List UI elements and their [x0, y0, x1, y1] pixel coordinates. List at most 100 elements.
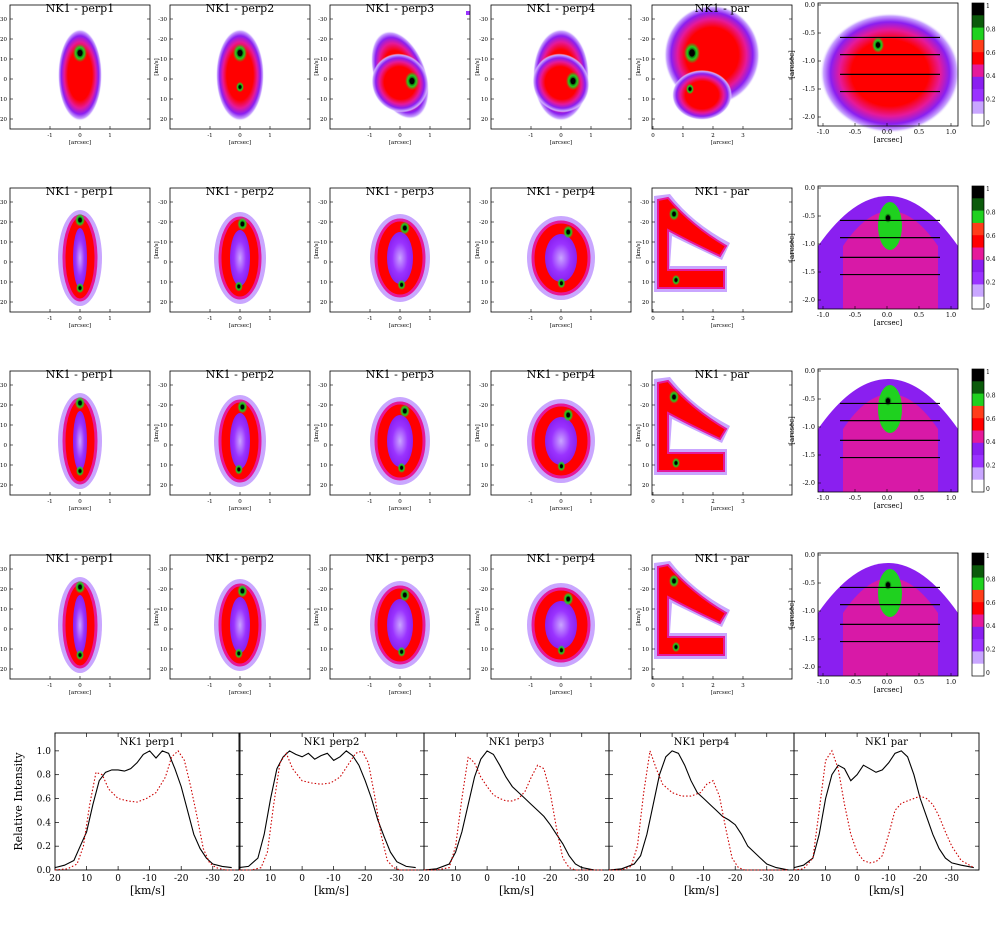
emission-peak-center: [672, 394, 676, 400]
colorbar-step: [972, 467, 984, 481]
x-axis-label: [arcsec]: [229, 506, 251, 512]
y-tick-label: 20: [481, 117, 488, 123]
colorbar-step: [972, 52, 984, 65]
x-tick-label: 0: [238, 133, 242, 139]
y-tick-label: 20: [320, 667, 327, 673]
y-tick-label: -20: [158, 37, 167, 43]
intensity-map: -1.0 -0.5 0.0 0.5 1.0 0.0 -0.5 -1.0 -1.5 -2.0 [arc…: [788, 1, 996, 144]
profile-y-axis-label: Relative Intensity: [12, 752, 25, 851]
colorbar-step: [972, 577, 984, 591]
colorbar-step: [972, 101, 984, 115]
emission-peak-center: [238, 85, 242, 89]
x-tick-label: 20: [418, 874, 430, 884]
colorbar-tick-label: 0: [986, 120, 990, 127]
x-tick-label: -1.0: [817, 678, 830, 686]
y-tick-label: -20: [318, 37, 327, 43]
x-tick-label: 1: [681, 316, 685, 322]
colorbar-tick-label: 0.2: [986, 97, 996, 104]
y-tick-label: -30: [318, 17, 327, 23]
colorbar-step: [972, 553, 984, 566]
colorbar-step: [972, 259, 984, 273]
y-tick-label: -10: [0, 607, 7, 613]
y-tick-label: -0.5: [802, 579, 815, 587]
colorbar-tick-label: 1: [986, 3, 990, 10]
colorbar-step: [972, 455, 984, 468]
colorbar-step: [972, 284, 984, 298]
emission-peak-center: [237, 49, 243, 57]
x-tick-label: 0.5: [914, 128, 924, 136]
x-tick-label: 0.0: [882, 678, 892, 686]
y-tick-label: -30: [318, 567, 327, 573]
emission-peak-center: [240, 588, 245, 594]
profile-title: NK1 perp2: [304, 737, 360, 748]
emission-peak-center: [400, 283, 403, 287]
profile-frame: [54, 732, 241, 871]
x-tick-label: 0: [651, 316, 655, 322]
y-tick-label: 0: [164, 77, 168, 83]
y-tick-label: -20: [640, 220, 649, 226]
y-tick-label: -20: [640, 587, 649, 593]
y-tick-label: -30: [0, 383, 7, 389]
emission-peak-center: [403, 408, 407, 414]
colorbar-step: [972, 3, 984, 16]
y-tick-label: 20: [160, 483, 167, 489]
y-tick-label: 10: [160, 280, 167, 286]
y-tick-label: 20: [481, 300, 488, 306]
y-tick-label: 20: [160, 117, 167, 123]
x-tick-label: 1: [268, 499, 272, 505]
y-tick-label: 0.8: [37, 771, 52, 781]
panel-title: NK1 - perp4: [527, 368, 595, 381]
profile-title: NK1 par: [865, 737, 908, 748]
x-tick-label: 1.0: [946, 494, 956, 502]
y-tick-label: 20: [0, 483, 7, 489]
x-tick-label: 0.0: [882, 311, 892, 319]
emission-peak-center: [885, 398, 891, 404]
y-axis-label: [km/s]: [636, 608, 642, 626]
y-tick-label: -30: [479, 200, 488, 206]
x-tick-label: 0.5: [914, 311, 924, 319]
emission-peak-center: [403, 225, 407, 231]
emission-peak-center: [674, 645, 678, 649]
x-tick-label: -20: [913, 874, 928, 884]
x-axis-label: [km/s]: [684, 884, 719, 897]
y-tick-label: -10: [640, 423, 649, 429]
colorbar-step: [972, 76, 984, 90]
profile-panel: NK1 perp2 20 10 0 -10 -20 -30 [km/s]: [233, 732, 425, 897]
panel-title: NK1 - perp4: [527, 552, 595, 565]
y-axis-label: [arcsec]: [788, 416, 796, 445]
colorbar-step: [972, 89, 984, 102]
emission-peak-center: [689, 49, 695, 57]
y-axis-label: [km/s]: [475, 241, 481, 259]
colorbar-step: [972, 210, 984, 224]
model-arm: [657, 196, 728, 289]
x-tick-label: 1.0: [946, 128, 956, 136]
panel-title: NK1 - par: [695, 2, 750, 15]
x-tick-label: -0.5: [849, 128, 862, 136]
y-axis-label: [km/s]: [636, 241, 642, 259]
x-axis-label: [arcsec]: [389, 506, 411, 512]
x-axis-label: [arcsec]: [550, 323, 572, 329]
x-tick-label: 20: [788, 874, 800, 884]
colorbar-step: [972, 222, 984, 236]
panel-title: NK1 - perp3: [366, 552, 434, 565]
profile-frame: [423, 732, 610, 871]
model-map-inner: [843, 211, 938, 309]
emission-peak-center: [570, 77, 576, 85]
y-tick-label: 0: [485, 77, 489, 83]
y-tick-label: 0: [164, 627, 168, 633]
y-tick-label: 0: [646, 443, 650, 449]
x-tick-label: 1: [428, 133, 432, 139]
profile-frame: [793, 732, 980, 871]
y-tick-label: -30: [0, 200, 7, 206]
panel-frame: [651, 187, 793, 313]
y-tick-label: -10: [640, 240, 649, 246]
colorbar-step: [972, 198, 984, 212]
y-tick-label: 10: [642, 97, 649, 103]
x-tick-label: 2: [711, 133, 715, 139]
panel-title: NK1 - perp3: [366, 368, 434, 381]
x-tick-label: 1: [428, 499, 432, 505]
